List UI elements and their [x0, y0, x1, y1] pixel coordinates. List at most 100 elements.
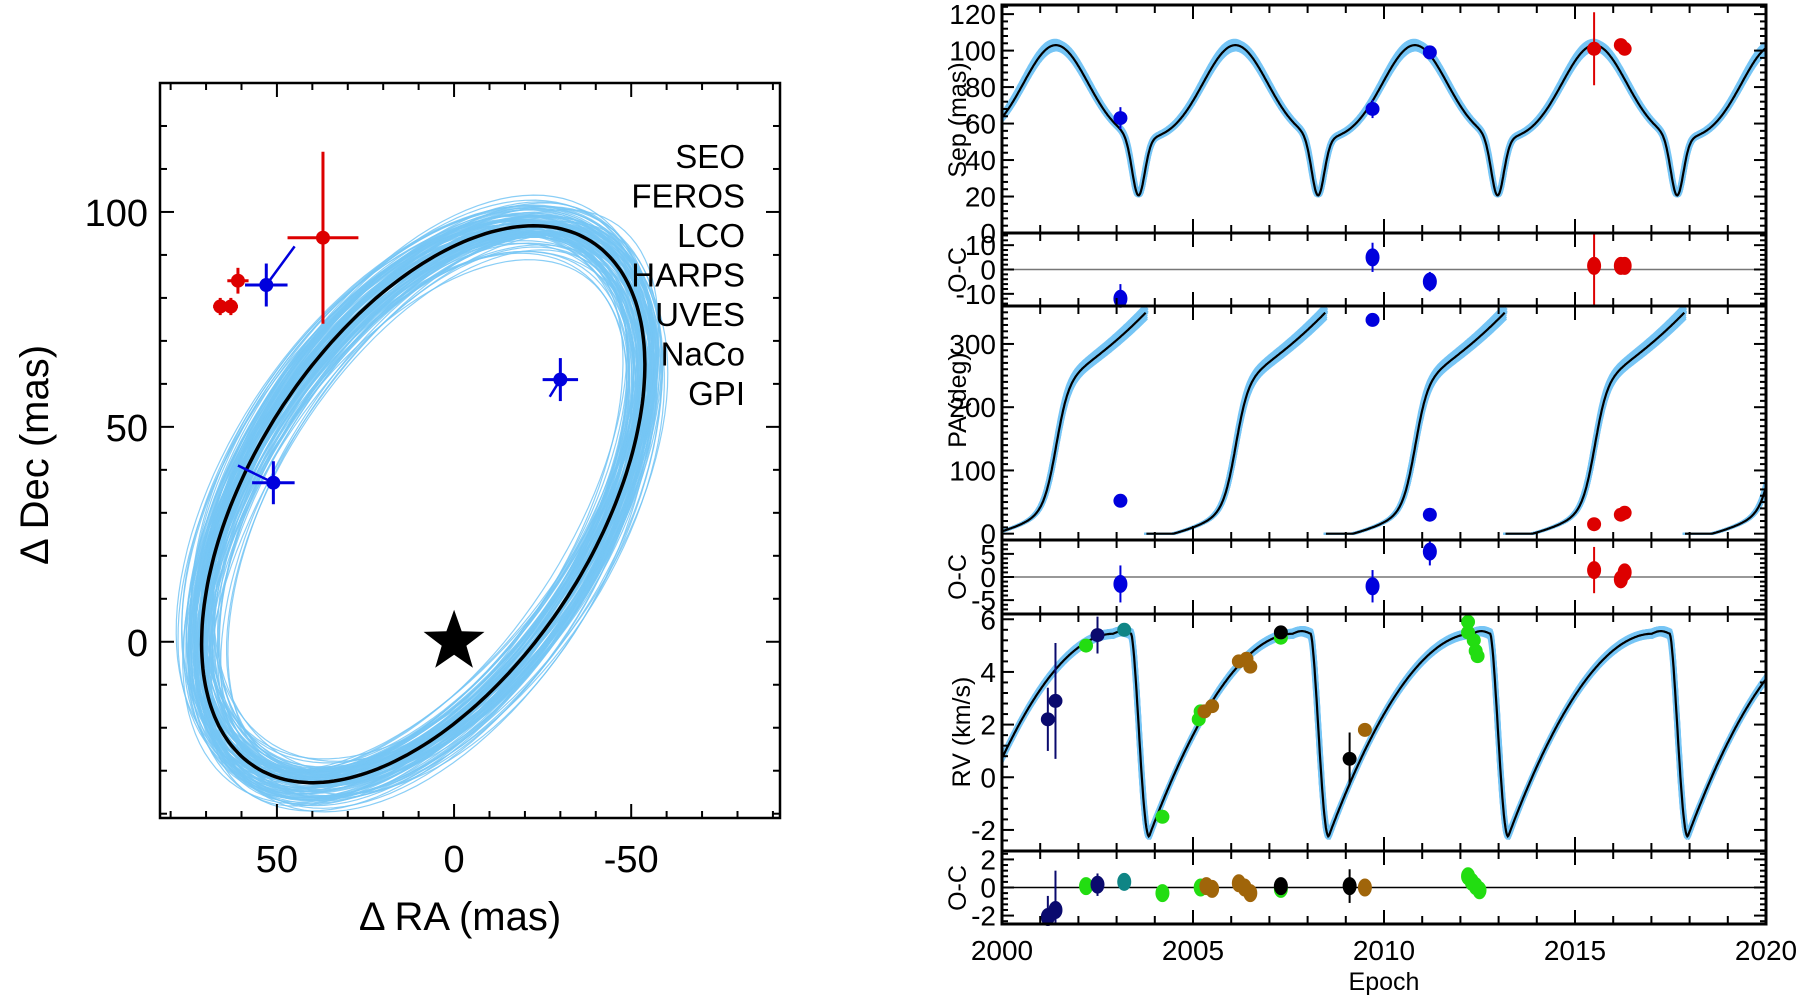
rvr-data-point-uves [1342, 877, 1357, 896]
orbit-sample-line [190, 219, 651, 770]
sepr-data-point-gpi [1617, 256, 1632, 275]
sep-data-point-gpi [1587, 41, 1602, 56]
pa-best-fit-line [1002, 311, 1766, 535]
orbit-panel: 50 0 -50 0 50 100 Δ RA (mas) Δ Dec (mas) SEOFERO… [13, 81, 782, 939]
rv-data-point-feros [1461, 614, 1476, 629]
rv-frame [1000, 612, 1768, 853]
orbit-sample-line [187, 225, 646, 776]
orbit-sample-line [203, 230, 638, 803]
rv-sample-line [1002, 627, 1766, 839]
orbit-sample-line [201, 221, 643, 776]
y-tick-label: 0 [127, 623, 148, 665]
rv-sample-line [1002, 628, 1766, 839]
epoch-tick-label: 2010 [1353, 935, 1415, 966]
legend-entry-uves: UVES [655, 296, 745, 333]
orbit-sample-line [202, 220, 660, 788]
orbit-sample-line [201, 232, 624, 791]
x-tick-label: 0 [443, 839, 464, 881]
sep-data-point-naco [1113, 111, 1128, 126]
rv-data-point-seo [1090, 628, 1105, 643]
rv-y-tick-label: 4 [980, 657, 996, 688]
legend-entry-gpi: GPI [688, 375, 745, 412]
epoch-tick-label: 2005 [1162, 935, 1224, 966]
rvr-data-point-uves [1273, 877, 1288, 896]
orbit-sample-line [196, 214, 656, 799]
orbit-sample-line [203, 231, 643, 774]
orbit-sample-line [226, 249, 638, 773]
x-axis-label: Δ RA (mas) [359, 895, 561, 939]
rv-y-tick-label: 0 [980, 762, 996, 793]
rv-sample-line [1002, 632, 1766, 838]
sep-y-tick-label: 100 [949, 36, 996, 67]
orbit-sample-line [213, 221, 651, 773]
rv-sample-line [1002, 626, 1766, 840]
rv-sample-line [1002, 631, 1766, 839]
orbit-sample-line [227, 246, 636, 784]
rv-sample-line [1002, 626, 1766, 841]
par-data-point-naco [1422, 542, 1437, 561]
par-y-tick-label: 0 [980, 562, 996, 593]
rvr-data-point-feros [1155, 884, 1170, 903]
orbit-sample-line [198, 226, 630, 779]
rv-data-point-seo [1040, 712, 1055, 727]
orbit-sample-line [205, 236, 658, 782]
orbit-sample-line [204, 244, 649, 783]
rv-data-point-uves [1273, 625, 1288, 640]
rv-sample-line [1002, 627, 1766, 840]
orbit-sample-line [216, 242, 645, 776]
legend-entry-naco: NaCo [661, 336, 745, 373]
orbit-sample-line [211, 226, 655, 762]
star-icon [423, 609, 485, 668]
rvr-data-point-harps [1243, 884, 1258, 903]
orbit-sample-line [198, 214, 659, 774]
rv-sample-line [1002, 630, 1766, 838]
rv-best-fit-line [1002, 630, 1766, 839]
rvr-data-point-lco [1117, 872, 1132, 891]
rv-y-tick-label: -2 [971, 815, 996, 846]
rvr-data-point-seo [1048, 900, 1063, 919]
orbit-sample-line [202, 230, 639, 760]
pa-y-axis-label: PA (deg) [944, 352, 972, 447]
rv-sample-line [1002, 626, 1766, 840]
sep-data-point-gpi [1617, 41, 1632, 56]
rv-sample-line [1002, 628, 1766, 839]
orbit-sample-line [201, 219, 649, 799]
rv-sample-line [1002, 631, 1766, 838]
orbit-sample-line [203, 229, 638, 783]
orbit-sample-line [202, 225, 641, 770]
orbit-sample-line [218, 228, 635, 773]
orbit-sample-line [202, 226, 628, 772]
orbit-sample-line [205, 250, 631, 771]
data-point-gpi [230, 273, 245, 288]
orbit-sample-line [191, 234, 656, 791]
rv-y-tick-label: 2 [980, 710, 996, 741]
rv-sample-line [1002, 626, 1766, 841]
rv-sample-line [1002, 628, 1766, 839]
sep-y-tick-label: 40 [965, 145, 996, 176]
rv-sample-line [1002, 628, 1766, 839]
rv-sample-line [1002, 628, 1766, 838]
rv-data-point-seo [1048, 693, 1063, 708]
rv-data-point-lco [1117, 622, 1132, 637]
rvr-data-point-feros [1472, 881, 1487, 900]
par-data-point-gpi [1617, 563, 1632, 582]
par-data-point-gpi [1587, 561, 1602, 580]
data-point-naco [553, 372, 568, 387]
sep-data-point-naco [1422, 45, 1437, 60]
orbit-sample-line [206, 236, 635, 792]
sepr-y-tick-label: -10 [956, 279, 996, 310]
orbit-sample-line [208, 208, 659, 779]
par-y-axis-label: O-C [944, 554, 972, 600]
orbit-sample-line [209, 231, 644, 783]
data-point-naco [259, 278, 274, 293]
rvr-data-point-seo [1090, 875, 1105, 894]
rv-sample-line [1002, 629, 1766, 839]
orbit-sample-line [202, 233, 659, 795]
epoch-axis-label: Epoch [1349, 968, 1420, 995]
orbit-samples [175, 194, 669, 813]
rv-sample-line [1002, 629, 1766, 839]
data-point-gpi [223, 299, 238, 314]
rvr-y-tick-label: 0 [980, 873, 996, 904]
rv-sample-line [1002, 626, 1766, 841]
